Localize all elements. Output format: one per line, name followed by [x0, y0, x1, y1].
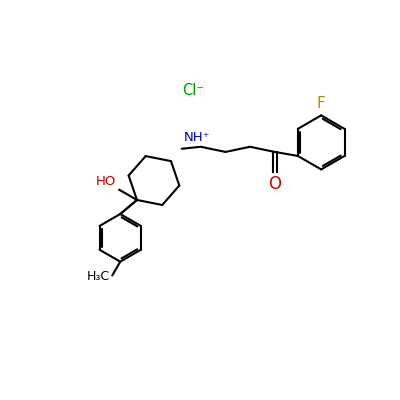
Text: H₃C: H₃C: [87, 270, 110, 283]
Text: O: O: [268, 175, 281, 193]
Text: HO: HO: [96, 175, 116, 188]
Text: Cl⁻: Cl⁻: [182, 83, 204, 98]
Text: NH⁺: NH⁺: [184, 131, 210, 144]
Text: F: F: [317, 96, 326, 112]
